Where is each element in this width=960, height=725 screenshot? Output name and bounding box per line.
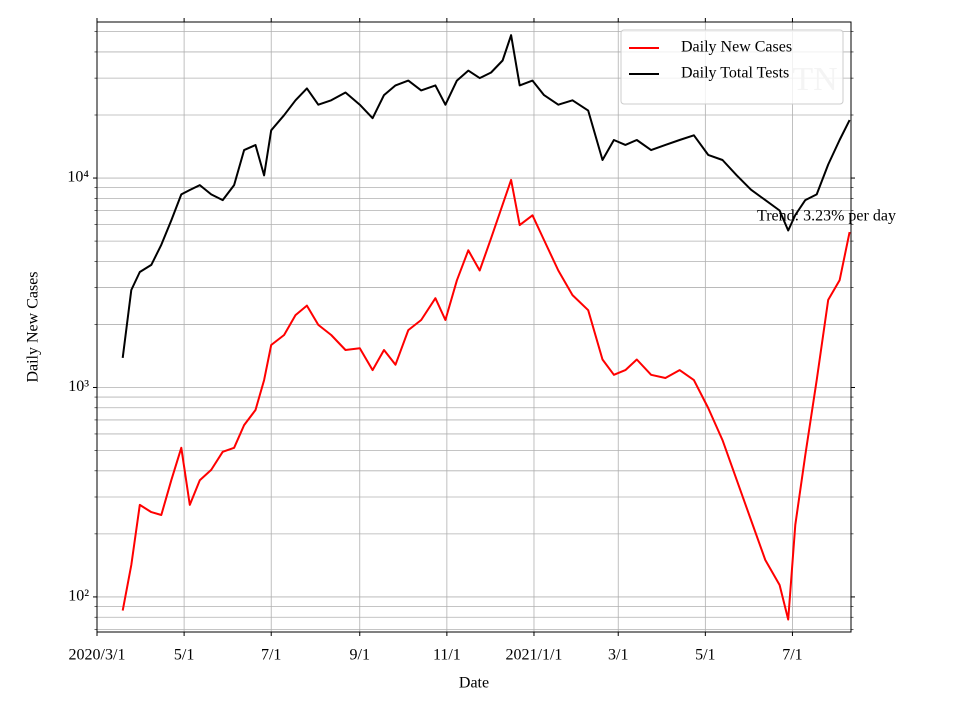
- legend-box: [620, 29, 844, 105]
- y-axis-label: Daily New Cases: [25, 271, 42, 382]
- x-tick-label: 3/1: [608, 647, 628, 664]
- x-tick-label: 7/1: [261, 647, 281, 664]
- x-tick-label: 5/1: [174, 647, 194, 664]
- x-tick-label: 7/1: [782, 647, 802, 664]
- data-line: [121, 34, 851, 359]
- plot-frame: [96, 21, 852, 633]
- x-tick-label: 2021/1/1: [506, 647, 563, 664]
- y-tick-label: 10²: [68, 588, 89, 605]
- annotation: Trend: 3.23% per day: [757, 208, 896, 225]
- x-axis-label: Date: [459, 675, 489, 692]
- x-tick-label: 2020/3/1: [69, 647, 126, 664]
- y-tick-label: 10³: [68, 378, 89, 395]
- y-tick-label: 10⁴: [67, 169, 89, 186]
- x-tick-label: 11/1: [433, 647, 461, 664]
- x-tick-label: 5/1: [695, 647, 715, 664]
- legend-label: Daily New Cases: [681, 39, 792, 56]
- legend-label: Daily Total Tests: [681, 65, 789, 82]
- legend: Daily New Cases Daily Total Tests: [620, 29, 844, 105]
- data-line: [121, 178, 851, 621]
- x-tick-label: 9/1: [350, 647, 370, 664]
